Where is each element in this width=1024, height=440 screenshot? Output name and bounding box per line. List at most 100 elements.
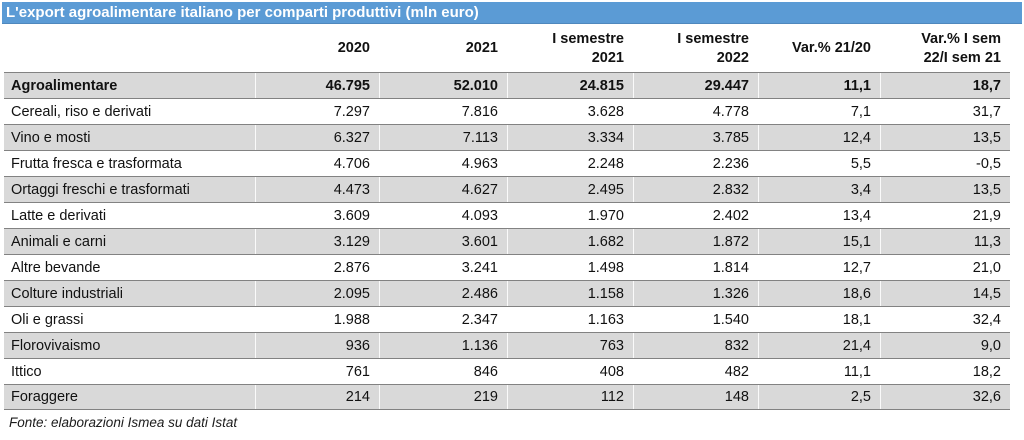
table-cell: 2.832 (633, 177, 758, 202)
table-cell: 21,9 (880, 203, 1010, 228)
row-label: Ortaggi freschi e trasformati (11, 181, 190, 198)
table-body: Agroalimentare 46.795 52.010 24.815 29.447 11… (4, 72, 1010, 410)
table-cell: 846 (379, 359, 507, 384)
table-cell: 832 (633, 333, 758, 358)
table-cell: 5,5 (758, 151, 880, 176)
table-cell: 1.540 (633, 307, 758, 332)
table-cell: 2.095 (255, 281, 379, 306)
table-cell: 3.601 (379, 229, 507, 254)
table-cell: 7.816 (379, 99, 507, 124)
header-cell: I semestre 2022 (677, 30, 749, 66)
table-row: Frutta fresca e trasformata 4.706 4.963 2.2… (4, 150, 1010, 176)
table-row: Animali e carni 3.129 3.601 1.682 1.872 15,1 1… (4, 228, 1010, 254)
table-cell: 18,1 (758, 307, 880, 332)
row-label: Ittico (11, 363, 42, 380)
table-header-row: 2020 2021 I semestre 2021 I semestre 2022 Va… (4, 25, 1010, 72)
table-cell: 52.010 (379, 73, 507, 98)
table-row: Foraggere 214 219 112 148 2,5 32,6 (4, 384, 1010, 410)
table-cell: 3,4 (758, 177, 880, 202)
table-cell: 1.158 (507, 281, 633, 306)
table-cell: 32,6 (880, 385, 1010, 409)
table-cell: 2.248 (507, 151, 633, 176)
table-cell: 4.627 (379, 177, 507, 202)
row-label: Animali e carni (11, 233, 107, 250)
table-cell: 1.970 (507, 203, 633, 228)
table-cell: 148 (633, 385, 758, 409)
table-cell: 13,5 (880, 125, 1010, 150)
table-cell: 3.628 (507, 99, 633, 124)
table-cell: 31,7 (880, 99, 1010, 124)
table-cell: 13,4 (758, 203, 880, 228)
table-cell: 2.236 (633, 151, 758, 176)
table-cell: 29.447 (633, 73, 758, 98)
table-cell: 214 (255, 385, 379, 409)
table-cell: 482 (633, 359, 758, 384)
table-cell: 1.326 (633, 281, 758, 306)
table-cell: 1.163 (507, 307, 633, 332)
table-cell: 7.113 (379, 125, 507, 150)
table-cell: 15,1 (758, 229, 880, 254)
table-cell: 761 (255, 359, 379, 384)
table-cell: 4.963 (379, 151, 507, 176)
table-row: Latte e derivati 3.609 4.093 1.970 2.402 13,4… (4, 202, 1010, 228)
row-label: Oli e grassi (11, 311, 84, 328)
row-label: Altre bevande (11, 259, 101, 276)
table-cell: 12,7 (758, 255, 880, 280)
table-cell: 32,4 (880, 307, 1010, 332)
export-table: 2020 2021 I semestre 2021 I semestre 2022 Va… (4, 25, 1010, 410)
table-cell: 3.241 (379, 255, 507, 280)
table-cell: -0,5 (880, 151, 1010, 176)
table-row: Ittico 761 846 408 482 11,1 18,2 (4, 358, 1010, 384)
table-cell: 2.876 (255, 255, 379, 280)
table-row: Colture industriali 2.095 2.486 1.158 1.326 1… (4, 280, 1010, 306)
table-cell: 2.495 (507, 177, 633, 202)
header-cell: 2021 (465, 40, 498, 57)
row-label: Agroalimentare (11, 77, 118, 94)
row-label: Cereali, riso e derivati (11, 103, 152, 120)
table-cell: 18,7 (880, 73, 1010, 98)
table-cell: 14,5 (880, 281, 1010, 306)
table-cell: 21,4 (758, 333, 880, 358)
figure-title: L'export agroalimentare italiano per com… (2, 2, 1022, 24)
table-cell: 2.402 (633, 203, 758, 228)
table-cell: 3.334 (507, 125, 633, 150)
table-cell: 3.609 (255, 203, 379, 228)
table-cell: 1.872 (633, 229, 758, 254)
row-label: Frutta fresca e trasformata (11, 155, 182, 172)
table-cell: 4.473 (255, 177, 379, 202)
table-cell: 12,4 (758, 125, 880, 150)
header-cell-empty (4, 25, 255, 72)
header-cell: Var.% I sem 22/I sem 21 (921, 30, 1001, 66)
table-cell: 11,1 (758, 73, 880, 98)
table-cell: 46.795 (255, 73, 379, 98)
table-cell: 18,6 (758, 281, 880, 306)
header-cell: Var.% 21/20 (791, 40, 871, 57)
table-cell: 18,2 (880, 359, 1010, 384)
table-row: Oli e grassi 1.988 2.347 1.163 1.540 18,1 32,4 (4, 306, 1010, 332)
table-cell: 2.347 (379, 307, 507, 332)
table-cell: 24.815 (507, 73, 633, 98)
table-cell: 4.093 (379, 203, 507, 228)
table-cell: 3.129 (255, 229, 379, 254)
table-cell: 21,0 (880, 255, 1010, 280)
table-cell: 1.136 (379, 333, 507, 358)
row-label: Vino e mosti (11, 129, 91, 146)
table-cell: 11,3 (880, 229, 1010, 254)
table-cell: 11,1 (758, 359, 880, 384)
table-row: Ortaggi freschi e trasformati 4.473 4.627 2… (4, 176, 1010, 202)
table-cell: 219 (379, 385, 507, 409)
table-cell: 13,5 (880, 177, 1010, 202)
table-cell: 1.498 (507, 255, 633, 280)
table-cell: 7,1 (758, 99, 880, 124)
table-row: Vino e mosti 6.327 7.113 3.334 3.785 12,4 13,5 (4, 124, 1010, 150)
table-cell: 1.814 (633, 255, 758, 280)
row-label: Colture industriali (11, 285, 124, 302)
table-cell: 763 (507, 333, 633, 358)
source-note: Fonte: elaborazioni Ismea su dati Istat (9, 415, 238, 430)
table-cell: 1.682 (507, 229, 633, 254)
row-label: Florovivaismo (11, 337, 101, 354)
table-row: Cereali, riso e derivati 7.297 7.816 3.628 4… (4, 98, 1010, 124)
table-cell: 3.785 (633, 125, 758, 150)
header-cell: I semestre 2021 (552, 30, 624, 66)
